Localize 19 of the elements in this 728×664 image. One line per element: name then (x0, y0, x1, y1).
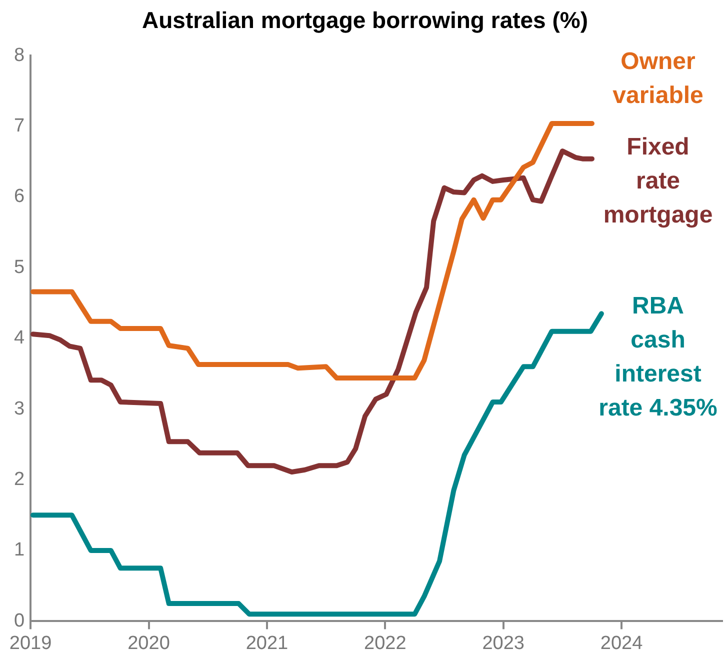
x-tick-label: 2020 (128, 632, 170, 654)
x-tick-label: 2019 (9, 632, 52, 654)
series-label: RBA cash interest rate 4.35% (598, 292, 718, 422)
x-tick-label: 2021 (246, 632, 288, 654)
y-tick-label: 8 (14, 44, 25, 66)
y-tick-label: 6 (14, 186, 25, 208)
x-tick-label: 2022 (364, 632, 406, 654)
y-tick-label: 0 (14, 610, 25, 632)
y-tick-label: 7 (14, 116, 25, 137)
y-tick-label: 3 (14, 398, 25, 420)
y-tick-label: 4 (14, 328, 25, 349)
y-tick-label: 5 (14, 256, 25, 278)
series-label: Fixed rate mortgage (603, 133, 713, 228)
series-label: Owner variable (612, 48, 704, 110)
x-tick-label: 2024 (600, 632, 644, 654)
chart-title: Australian mortgage borrowing rates (%) (142, 7, 588, 34)
x-tick-label: 2023 (482, 632, 524, 654)
y-tick-label: 2 (14, 469, 25, 490)
y-tick-label: 1 (14, 540, 25, 561)
